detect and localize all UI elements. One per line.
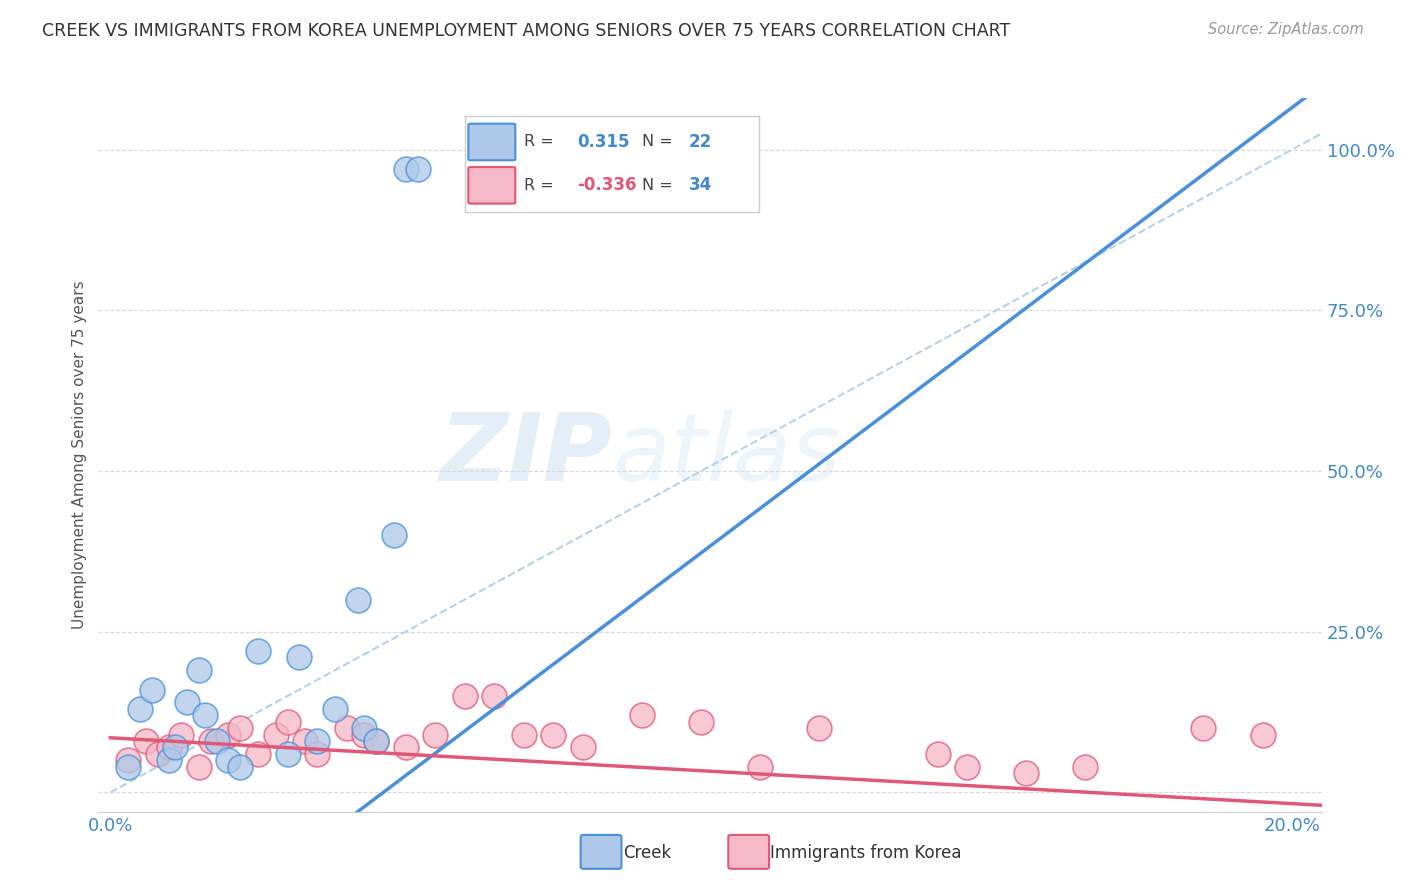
- Point: [1015, 766, 1038, 780]
- Point: [187, 760, 209, 774]
- Point: [217, 753, 239, 767]
- Point: [425, 728, 447, 742]
- Point: [395, 740, 418, 755]
- Point: [395, 161, 418, 176]
- Y-axis label: Unemployment Among Seniors over 75 years: Unemployment Among Seniors over 75 years: [72, 281, 87, 629]
- Point: [307, 734, 329, 748]
- Point: [484, 689, 506, 703]
- Point: [187, 663, 209, 677]
- Point: [117, 753, 139, 767]
- Point: [749, 760, 772, 774]
- Point: [543, 728, 565, 742]
- Text: Source: ZipAtlas.com: Source: ZipAtlas.com: [1208, 22, 1364, 37]
- Text: CREEK VS IMMIGRANTS FROM KOREA UNEMPLOYMENT AMONG SENIORS OVER 75 YEARS CORRELAT: CREEK VS IMMIGRANTS FROM KOREA UNEMPLOYM…: [42, 22, 1011, 40]
- Point: [165, 740, 187, 755]
- Point: [1251, 728, 1274, 742]
- Point: [347, 592, 370, 607]
- FancyBboxPatch shape: [468, 167, 515, 203]
- Text: atlas: atlas: [612, 409, 841, 500]
- Point: [927, 747, 949, 761]
- Point: [117, 760, 139, 774]
- Point: [382, 528, 405, 542]
- Point: [176, 695, 198, 709]
- Point: [157, 753, 180, 767]
- Point: [229, 721, 252, 735]
- Point: [406, 161, 429, 176]
- FancyBboxPatch shape: [468, 124, 515, 161]
- Point: [128, 702, 150, 716]
- Text: N =: N =: [641, 178, 678, 193]
- Text: 0.315: 0.315: [576, 133, 630, 151]
- Text: -0.336: -0.336: [576, 177, 637, 194]
- Point: [264, 728, 287, 742]
- Point: [808, 721, 831, 735]
- Point: [141, 682, 163, 697]
- Point: [366, 734, 388, 748]
- Point: [513, 728, 536, 742]
- Point: [956, 760, 979, 774]
- Text: N =: N =: [641, 135, 678, 150]
- Point: [246, 644, 269, 658]
- Text: R =: R =: [524, 178, 560, 193]
- Point: [194, 708, 217, 723]
- Point: [323, 702, 346, 716]
- Point: [572, 740, 595, 755]
- Point: [288, 650, 311, 665]
- Point: [336, 721, 359, 735]
- Point: [200, 734, 222, 748]
- Point: [135, 734, 157, 748]
- Point: [353, 728, 375, 742]
- Point: [246, 747, 269, 761]
- Point: [276, 714, 298, 729]
- Text: ZIP: ZIP: [439, 409, 612, 501]
- Point: [229, 760, 252, 774]
- Text: 22: 22: [689, 133, 711, 151]
- Point: [205, 734, 228, 748]
- Text: Immigrants from Korea: Immigrants from Korea: [770, 844, 962, 862]
- Point: [146, 747, 169, 761]
- Text: Creek: Creek: [623, 844, 671, 862]
- Point: [366, 734, 388, 748]
- Point: [454, 689, 477, 703]
- Point: [1192, 721, 1215, 735]
- Point: [170, 728, 193, 742]
- Point: [1074, 760, 1097, 774]
- Point: [217, 728, 239, 742]
- Point: [307, 747, 329, 761]
- Point: [690, 714, 713, 729]
- Text: R =: R =: [524, 135, 560, 150]
- Point: [631, 708, 654, 723]
- Point: [157, 740, 180, 755]
- Point: [276, 747, 298, 761]
- Text: 34: 34: [689, 177, 711, 194]
- Point: [353, 721, 375, 735]
- Point: [294, 734, 316, 748]
